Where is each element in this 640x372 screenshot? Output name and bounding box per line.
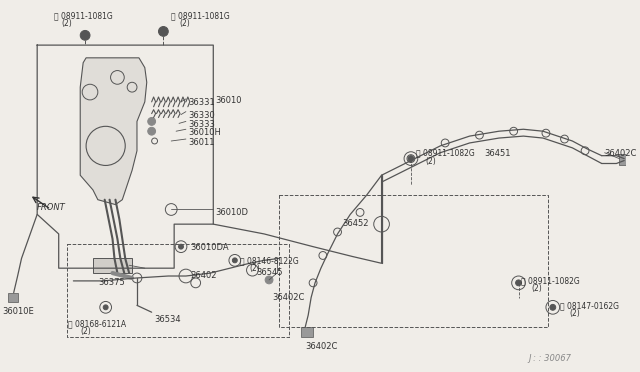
- Circle shape: [265, 276, 273, 284]
- Text: 36010: 36010: [215, 96, 242, 105]
- Text: 36402: 36402: [191, 271, 218, 280]
- Text: Ⓑ 08168-6121A: Ⓑ 08168-6121A: [68, 319, 127, 328]
- Text: 36331: 36331: [188, 98, 214, 107]
- Text: J : : 30067: J : : 30067: [529, 354, 572, 363]
- Polygon shape: [8, 293, 18, 302]
- Circle shape: [103, 305, 108, 310]
- Text: (2): (2): [531, 284, 542, 293]
- Text: 36402C: 36402C: [605, 149, 637, 158]
- Circle shape: [550, 304, 556, 310]
- Text: Ⓝ 08911-1081G: Ⓝ 08911-1081G: [172, 12, 230, 21]
- Text: 36011: 36011: [188, 138, 214, 147]
- Text: 36333: 36333: [188, 121, 215, 129]
- Polygon shape: [620, 154, 626, 166]
- Circle shape: [148, 118, 156, 125]
- Text: 36010D: 36010D: [215, 208, 248, 217]
- Circle shape: [232, 258, 237, 263]
- Circle shape: [80, 31, 90, 40]
- Text: 36010H: 36010H: [188, 128, 221, 137]
- Text: 36545: 36545: [257, 268, 283, 277]
- Text: 36010E: 36010E: [2, 307, 34, 316]
- Circle shape: [408, 155, 414, 161]
- Text: Ⓝ 08911-1082G: Ⓝ 08911-1082G: [416, 149, 475, 158]
- Polygon shape: [80, 58, 147, 205]
- Text: 36402C: 36402C: [272, 293, 305, 302]
- Text: (2): (2): [250, 264, 260, 273]
- Text: FRONT: FRONT: [37, 203, 66, 212]
- Text: 36402C: 36402C: [305, 341, 338, 350]
- Polygon shape: [93, 259, 132, 273]
- Text: 36375: 36375: [98, 278, 125, 287]
- Text: (2): (2): [426, 157, 436, 166]
- Text: Ⓑ 08147-0162G: Ⓑ 08147-0162G: [559, 301, 619, 311]
- Text: (2): (2): [80, 327, 91, 336]
- Text: (2): (2): [179, 19, 190, 28]
- Polygon shape: [301, 327, 313, 337]
- Text: 36534: 36534: [155, 315, 181, 324]
- Text: Ⓣ 08146-8122G: Ⓣ 08146-8122G: [240, 256, 298, 266]
- Text: (2): (2): [61, 19, 72, 28]
- Circle shape: [159, 26, 168, 36]
- Circle shape: [179, 244, 184, 249]
- Circle shape: [516, 280, 522, 286]
- Circle shape: [148, 127, 156, 135]
- Text: (2): (2): [570, 309, 580, 318]
- Text: 36451: 36451: [484, 149, 511, 158]
- Text: Ⓝ 08911-1081G: Ⓝ 08911-1081G: [54, 12, 113, 21]
- Text: 36452: 36452: [342, 219, 369, 228]
- Text: 36330: 36330: [188, 110, 214, 120]
- Text: 36010DA: 36010DA: [191, 243, 229, 252]
- Text: Ⓝ 08911-1082G: Ⓝ 08911-1082G: [522, 276, 580, 285]
